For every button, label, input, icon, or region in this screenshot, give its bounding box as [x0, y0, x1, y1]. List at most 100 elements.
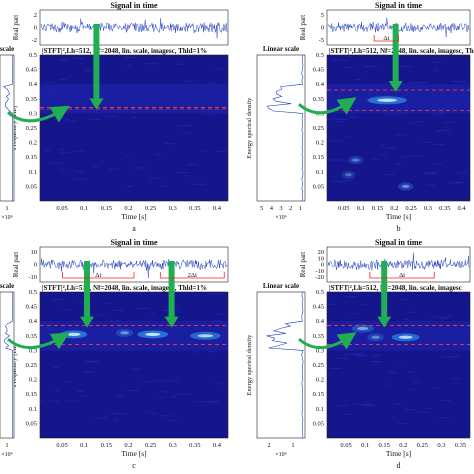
spectrogram-noise	[432, 61, 443, 63]
spectrogram-noise	[113, 419, 119, 421]
spectrogram-noise	[48, 400, 60, 402]
interval-bracket	[159, 272, 225, 279]
spectrogram-noise	[403, 409, 418, 411]
spectrogram-noise	[394, 403, 402, 405]
spectrogram-noise	[343, 353, 357, 355]
spectrogram-ytick: 0.25	[26, 125, 37, 132]
spectrogram-noise	[353, 403, 359, 405]
psd-title: scale	[0, 282, 14, 290]
spectrogram-xtick: 0.35	[455, 442, 466, 449]
spectrogram-ytick: 0.5	[316, 52, 324, 59]
spectrogram-noise	[394, 163, 402, 165]
spectrogram-noise	[403, 318, 409, 320]
spectrogram-noise	[144, 63, 157, 65]
spectrogram-noise	[59, 169, 66, 171]
spectrogram-noise	[394, 134, 409, 136]
spectrogram-noise	[384, 174, 395, 176]
spectrogram-noise	[150, 313, 156, 315]
spectrogram-blob-core	[371, 335, 380, 339]
spectrogram-noise	[436, 129, 451, 131]
spectrogram-noise	[142, 381, 156, 383]
spectrogram-noise	[363, 404, 376, 406]
spectrogram-noise	[92, 166, 99, 168]
spectrogram-ytick: 0.2	[29, 140, 37, 147]
psd-curve	[266, 291, 304, 439]
spectrogram-noise	[454, 181, 467, 183]
spectrogram-blob-core	[67, 332, 81, 336]
spectrogram-xtick: 0.15	[101, 442, 112, 449]
spectrogram-blob-core	[377, 98, 397, 102]
psd-xtick: 1	[299, 205, 302, 212]
spectrogram-noise	[148, 177, 162, 179]
signal-ytick: 0	[34, 262, 37, 269]
spectrogram-noise	[59, 152, 71, 154]
spectrogram-noise	[125, 186, 134, 188]
interval-bracket	[373, 35, 399, 42]
signal-title: Signal in time	[110, 238, 158, 247]
spectrogram-xtick: 0.3	[169, 442, 177, 449]
spectrogram-noise	[215, 150, 226, 152]
spectrogram-noise	[341, 160, 347, 162]
spectrogram-noise	[158, 397, 165, 399]
spectrogram-noise	[86, 119, 100, 121]
green-arrow-head	[89, 98, 104, 110]
psd-xtick: 1	[291, 442, 294, 449]
signal-title: Signal in time	[375, 238, 423, 247]
spectrogram-noise	[456, 172, 468, 174]
spectrogram-noise	[363, 66, 377, 68]
spectrogram-noise	[43, 149, 51, 151]
spectrogram-ytick: 0.1	[29, 406, 37, 413]
psd-exponent: ×10⁶	[275, 452, 286, 458]
spectrogram-noise	[346, 296, 357, 298]
spectrogram-xtick: 0.4	[213, 205, 222, 212]
spectrogram-blob-core	[357, 326, 369, 331]
spectrogram-ytick: 0.25	[313, 362, 324, 369]
spectrogram-xtick: 0.2	[124, 205, 132, 212]
signal-ytick: -10	[315, 268, 324, 275]
spectrogram-noise	[108, 168, 121, 170]
signal-ylabel: Real part	[299, 252, 307, 278]
signal-ytick: 0	[321, 262, 324, 269]
spectrogram-blob-core	[345, 173, 352, 177]
interval-label: Δt	[383, 35, 389, 42]
spectrogram-noise	[379, 144, 385, 146]
psd-exponent: ×10⁶	[1, 452, 12, 458]
spectrogram-ytick: 0.5	[29, 289, 37, 296]
spectrogram-xlabel: Time [s]	[121, 212, 146, 221]
spectrogram-noise	[353, 292, 360, 294]
spectrogram-ytick: 0.05	[313, 420, 324, 427]
psd-ylabel: Energy spectral density	[246, 334, 253, 396]
spectrogram-noise	[371, 158, 380, 160]
spectrogram-ytick: 0.35	[313, 96, 324, 103]
spectrogram-ytick: 0.45	[26, 67, 37, 74]
spectrogram-noise	[430, 316, 445, 318]
signal-ytick: 0	[321, 25, 324, 32]
spectrogram-noise	[382, 383, 389, 385]
spectrogram-axes	[39, 291, 229, 439]
spectrogram-noise	[350, 116, 355, 118]
spectrogram-noise	[201, 401, 213, 403]
spectrogram-noise	[42, 82, 55, 84]
signal-ytick: 5	[321, 12, 324, 19]
spectrogram-noise	[407, 311, 416, 313]
spectrogram-ytick: 0.25	[313, 125, 324, 132]
signal-title: Signal in time	[375, 1, 423, 10]
panel-caption: d	[397, 461, 401, 470]
signal-ylabel: Real part	[299, 15, 307, 41]
spectrogram-noise	[62, 309, 73, 311]
spectrogram-noise	[397, 423, 408, 425]
spectrogram-noise	[177, 124, 192, 126]
spectrogram-noise	[407, 82, 421, 84]
spectrogram-noise	[84, 69, 93, 71]
signal-ytick: -5	[319, 37, 324, 44]
spectrogram-ytick: 0.1	[316, 406, 324, 413]
spectrogram-noise	[441, 400, 451, 402]
panel-caption: b	[397, 224, 401, 233]
spectrogram-noise	[335, 357, 349, 359]
spectrogram-noise	[207, 293, 222, 295]
spectrogram-ytick: 0.2	[29, 377, 37, 384]
interval-bracket	[62, 272, 135, 279]
signal-ylabel: Real part	[12, 15, 20, 41]
spectrogram-noise	[416, 411, 429, 413]
spectrogram-noise	[59, 148, 65, 150]
